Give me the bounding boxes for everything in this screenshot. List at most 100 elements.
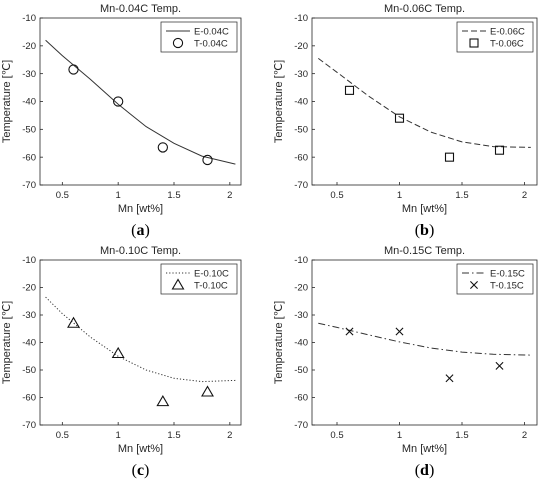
y-tick-label: -40 [294,97,308,108]
y-tick-label: -10 [294,255,308,266]
y-axis-label: Temperature [℃] [1,301,13,384]
y-axis-label: Temperature [℃] [273,301,285,384]
chart-title: Mn-0.10C Temp. [100,245,181,257]
data-point-T-0.10C [156,395,170,407]
data-point-T-0.04C [202,154,213,166]
y-tick-label: -70 [294,180,308,191]
panel-label: (c) [132,462,150,479]
data-point-T-0.06C [344,85,355,95]
y-tick-label: -30 [294,310,308,321]
y-tick-label: -20 [22,283,36,294]
chart-panel-d: Mn-0.15C Temp. -70 -60 -50 -40 -30 -20 -10 0.5 1 1… [273,245,538,479]
y-tick-label: -30 [294,69,308,80]
chart-title: Mn-0.15C Temp. [384,245,465,257]
y-tick-label: -20 [22,41,36,52]
x-tick-label: 0.5 [56,190,69,201]
data-point-T-0.15C [395,327,404,336]
legend-entry-E-0.06C: E-0.06C [490,26,525,37]
y-tick-label: -30 [22,69,36,80]
y-tick-label: -40 [22,338,36,349]
legend-entry-T-0.15C: T-0.15C [490,280,524,291]
data-point-T-0.06C [494,145,505,155]
panel-label: (a) [131,222,150,239]
series-line-E-0.06C [318,57,531,148]
y-tick-label: -20 [294,283,308,294]
chart-panel-c: Mn-0.10C Temp. -70 -60 -50 -40 -30 -20 -10 0.5 1 1… [1,245,242,479]
y-tick-label: -10 [294,13,308,24]
legend-marker-sample [171,278,185,290]
x-tick-label: 2 [522,430,527,441]
legend-entry-T-0.06C: T-0.06C [490,38,524,49]
x-tick-label: 1.5 [167,190,180,201]
panel-label: (d) [415,462,435,479]
y-tick-label: -50 [22,365,36,376]
chart-panel-b: Mn-0.06C Temp. -70 -60 -50 -40 -30 -20 -10 0.5 1 1… [273,3,538,239]
legend-entry-E-0.15C: E-0.15C [490,268,525,279]
legend-marker-sample [172,37,184,49]
y-tick-label: -50 [22,125,36,136]
legend-entry-T-0.10C: T-0.10C [194,280,228,291]
series-line-E-0.04C [45,39,236,165]
x-tick-label: 1 [397,430,402,441]
legend-marker-sample [470,281,478,289]
chart-title: Mn-0.06C Temp. [384,3,465,15]
x-tick-label: 1.5 [167,430,180,441]
x-tick-label: 0.5 [56,430,69,441]
y-tick-label: -40 [294,338,308,349]
data-point-T-0.06C [444,152,455,162]
x-axis-label: Mn [wt%] [118,203,163,215]
x-tick-label: 0.5 [330,190,343,201]
x-axis-label: Mn [wt%] [402,203,447,215]
series-line-E-0.15C [318,322,531,356]
x-axis-label: Mn [wt%] [402,443,447,455]
data-point-T-0.15C [345,327,354,336]
y-tick-label: -60 [294,393,308,404]
y-tick-label: -70 [22,180,36,191]
legend-entry-T-0.04C: T-0.04C [194,38,228,49]
legend-marker-sample [469,38,479,48]
y-tick-label: -50 [294,125,308,136]
x-axis-label: Mn [wt%] [118,443,163,455]
legend-entry-E-0.04C: E-0.04C [194,26,229,37]
x-tick-label: 0.5 [330,430,343,441]
x-tick-label: 2 [227,430,232,441]
y-tick-label: -70 [294,420,308,431]
x-tick-label: 1.5 [455,190,468,201]
y-tick-label: -30 [22,310,36,321]
legend-box [456,263,534,295]
chart-panel-a: Mn-0.04C Temp. -70 -60 -50 -40 -30 -20 -10 0.5 1 1… [1,3,242,239]
data-point-T-0.04C [157,142,168,153]
y-axis-label: Temperature [℃] [273,60,285,143]
series-line-E-0.10C [45,296,236,383]
x-tick-label: 1 [397,190,402,201]
y-tick-label: -60 [22,152,36,163]
data-point-T-0.10C [201,385,214,397]
x-tick-label: 1 [116,430,121,441]
y-tick-label: -60 [22,393,36,404]
y-tick-label: -50 [294,365,308,376]
data-point-T-0.04C [113,96,124,107]
panel-label: (b) [415,222,435,239]
x-tick-label: 2 [227,190,232,201]
y-tick-label: -20 [294,41,308,52]
y-tick-label: -60 [294,152,308,163]
data-point-T-0.06C [394,113,405,123]
data-point-T-0.04C [68,64,79,75]
y-tick-label: -10 [22,255,36,266]
y-tick-label: -40 [22,97,36,108]
x-tick-label: 1.5 [455,430,468,441]
data-point-T-0.10C [111,346,125,359]
data-point-T-0.15C [445,374,454,383]
x-tick-label: 1 [116,190,121,201]
y-axis-label: Temperature [℃] [1,60,13,143]
y-tick-label: -70 [22,420,36,431]
chart-title: Mn-0.04C Temp. [100,3,181,15]
data-point-T-0.10C [67,316,80,328]
legend-box [160,21,238,53]
data-point-T-0.15C [495,361,504,370]
